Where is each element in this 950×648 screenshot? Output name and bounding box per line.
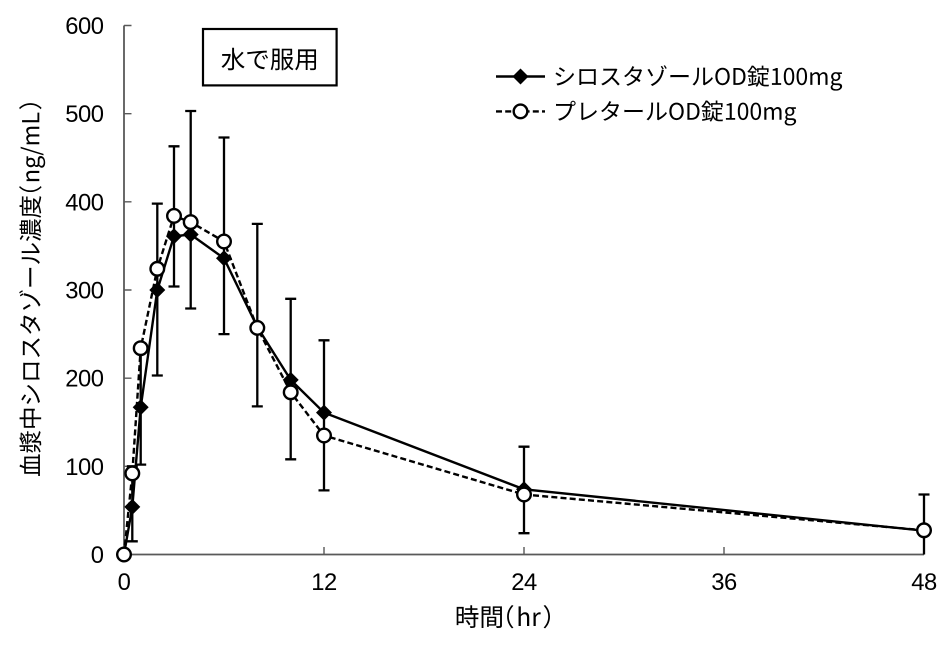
- svg-text:12: 12: [311, 569, 337, 596]
- svg-text:0: 0: [91, 542, 104, 569]
- svg-text:500: 500: [65, 101, 103, 128]
- svg-text:200: 200: [65, 366, 103, 393]
- svg-text:300: 300: [65, 278, 103, 305]
- svg-text:400: 400: [65, 189, 103, 216]
- svg-text:24: 24: [511, 569, 537, 596]
- svg-text:0: 0: [118, 569, 131, 596]
- svg-text:600: 600: [65, 13, 103, 40]
- svg-text:48: 48: [911, 569, 937, 596]
- svg-text:36: 36: [711, 569, 737, 596]
- svg-text:100: 100: [65, 454, 103, 481]
